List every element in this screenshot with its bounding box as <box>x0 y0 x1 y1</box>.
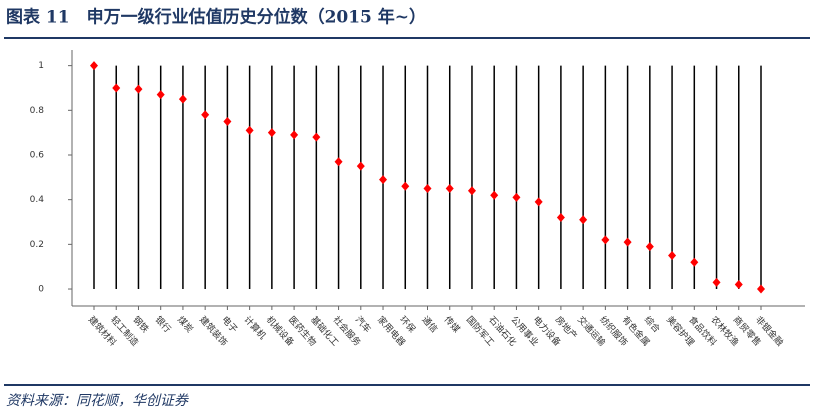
marker <box>712 277 721 287</box>
marker <box>512 192 521 202</box>
marker <box>556 213 565 223</box>
marker <box>734 280 743 290</box>
x-tick-label: 电子 <box>219 314 240 335</box>
y-tick-label: 0 <box>38 285 44 295</box>
x-tick-label: 煤炭 <box>175 314 196 335</box>
marker <box>623 237 632 247</box>
marker <box>90 61 98 71</box>
x-tick-label: 计算机 <box>242 314 269 342</box>
x-tick-label: 通信 <box>419 314 440 335</box>
marker <box>467 186 476 196</box>
marker <box>601 235 610 245</box>
marker <box>334 157 343 167</box>
x-tick-label: 综合 <box>642 314 663 335</box>
x-tick-label: 汽车 <box>353 314 374 335</box>
marker <box>356 161 365 171</box>
chart-title: 图表 11 申万一级行业估值历史分位数（2015 年~） <box>6 7 426 28</box>
marker <box>312 132 321 142</box>
marker <box>690 257 699 267</box>
source-note: 资料来源：同花顺，华创证券 <box>6 393 189 409</box>
y-tick-label: 0.4 <box>30 195 45 205</box>
marker <box>112 83 121 93</box>
marker <box>178 94 187 104</box>
marker <box>379 175 388 185</box>
y-tick-label: 0.8 <box>30 106 45 116</box>
marker <box>423 183 432 193</box>
y-tick-label: 0.6 <box>30 150 45 160</box>
marker <box>156 90 165 100</box>
marker <box>245 125 254 135</box>
x-tick-label: 传媒 <box>442 314 463 335</box>
marker <box>445 183 454 193</box>
x-tick-label: 银行 <box>153 314 174 335</box>
x-tick-label: 钢铁 <box>130 314 151 335</box>
marker <box>401 181 410 191</box>
marker <box>757 284 765 294</box>
y-tick-label: 0.2 <box>30 240 44 250</box>
marker <box>267 128 276 138</box>
marker <box>223 116 232 126</box>
y-tick-label: 1 <box>38 61 44 71</box>
marker <box>579 215 588 225</box>
marker <box>645 242 654 252</box>
marker <box>668 251 677 261</box>
marker <box>534 197 543 207</box>
marker <box>134 84 143 94</box>
marker <box>490 190 499 200</box>
marker <box>201 110 210 120</box>
x-tick-label: 环保 <box>397 314 418 335</box>
marker <box>290 130 299 140</box>
